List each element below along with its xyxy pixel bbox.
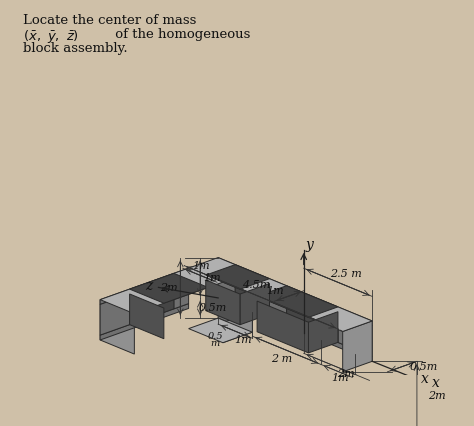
Text: z: z	[145, 279, 152, 293]
Text: x: x	[421, 372, 429, 386]
Polygon shape	[218, 298, 252, 332]
Polygon shape	[129, 278, 174, 325]
Polygon shape	[100, 299, 134, 354]
Text: 4.5m: 4.5m	[242, 280, 270, 290]
Text: 1m: 1m	[266, 286, 284, 296]
Text: 0.5: 0.5	[207, 332, 223, 341]
Polygon shape	[257, 286, 338, 317]
Polygon shape	[218, 262, 235, 300]
Polygon shape	[235, 270, 269, 314]
Text: m: m	[210, 339, 220, 348]
Polygon shape	[206, 280, 240, 325]
Polygon shape	[223, 312, 252, 343]
Text: 1m: 1m	[203, 273, 221, 283]
Polygon shape	[269, 284, 287, 321]
Polygon shape	[218, 258, 372, 326]
Text: 0.5m: 0.5m	[410, 362, 438, 371]
Text: 2m: 2m	[160, 283, 177, 293]
Polygon shape	[206, 265, 269, 289]
Text: 2.5 m: 2.5 m	[330, 268, 362, 279]
Polygon shape	[100, 258, 372, 331]
Text: 1m: 1m	[234, 335, 252, 345]
Polygon shape	[287, 291, 338, 343]
Text: x: x	[432, 376, 440, 390]
Polygon shape	[100, 294, 129, 335]
Polygon shape	[338, 312, 372, 357]
Polygon shape	[174, 273, 189, 309]
Polygon shape	[100, 268, 189, 305]
Polygon shape	[309, 312, 338, 353]
Polygon shape	[129, 273, 208, 303]
Polygon shape	[240, 284, 269, 325]
Polygon shape	[218, 293, 372, 361]
Text: 1m: 1m	[192, 262, 210, 271]
Text: $(\bar{x},\ \bar{y},\ \bar{z})$: $(\bar{x},\ \bar{y},\ \bar{z})$	[23, 28, 79, 45]
Text: 1m: 1m	[331, 374, 349, 383]
Text: 2m: 2m	[428, 391, 446, 401]
Text: Locate the center of mass: Locate the center of mass	[23, 14, 201, 27]
Text: 0.5m: 0.5m	[199, 303, 227, 313]
Polygon shape	[129, 294, 164, 339]
Polygon shape	[100, 304, 189, 340]
Text: 2 m: 2 m	[271, 354, 292, 364]
Text: block assembly.: block assembly.	[23, 42, 128, 55]
Polygon shape	[189, 318, 252, 343]
Polygon shape	[343, 321, 372, 372]
Text: of the homogeneous: of the homogeneous	[111, 28, 250, 41]
Text: 2m: 2m	[337, 369, 355, 380]
Text: y: y	[306, 239, 314, 253]
Polygon shape	[257, 301, 309, 353]
